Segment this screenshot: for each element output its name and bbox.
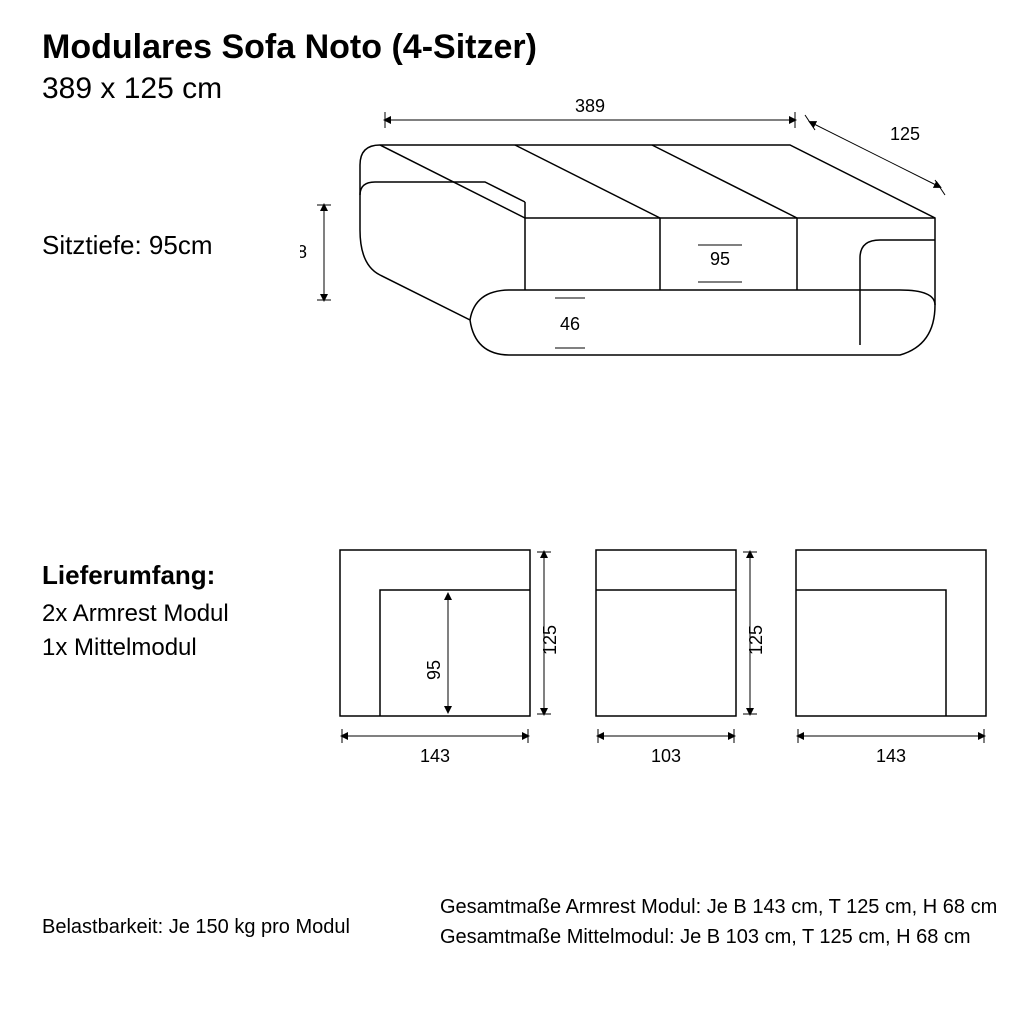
scope-line-1: 2x Armrest Modul (42, 600, 229, 628)
modules-diagram: 95 125 143 125 103 143 (328, 540, 1008, 820)
armrest-spec: Gesamtmaße Armrest Modul: Je B 143 cm, T… (440, 896, 997, 919)
sofa-iso-diagram: 389 125 68 95 46 (300, 90, 1000, 450)
module-left: 95 125 143 (340, 550, 560, 766)
iso-height-label: 68 (300, 242, 307, 262)
iso-seat-depth-label: 95 (710, 249, 730, 269)
iso-seat-height-label: 46 (560, 314, 580, 334)
scope-heading: Lieferumfang: (42, 560, 215, 591)
module-middle-width: 103 (651, 746, 681, 766)
middle-spec: Gesamtmaße Mittelmodul: Je B 103 cm, T 1… (440, 926, 971, 949)
iso-width-label: 389 (575, 96, 605, 116)
module-middle-depth: 125 (746, 625, 766, 655)
module-left-depth: 125 (540, 625, 560, 655)
module-left-inner: 95 (424, 660, 444, 680)
module-right-width: 143 (876, 746, 906, 766)
module-right: 143 (796, 550, 986, 766)
product-dimensions: 389 x 125 cm (42, 72, 222, 106)
module-left-width: 143 (420, 746, 450, 766)
module-middle: 125 103 (596, 550, 766, 766)
seat-depth-label: Sitztiefe: 95cm (42, 230, 213, 261)
scope-line-2: 1x Mittelmodul (42, 634, 197, 662)
load-capacity: Belastbarkeit: Je 150 kg pro Modul (42, 916, 350, 939)
product-title: Modulares Sofa Noto (4-Sitzer) (42, 28, 537, 67)
iso-depth-label: 125 (890, 124, 920, 144)
